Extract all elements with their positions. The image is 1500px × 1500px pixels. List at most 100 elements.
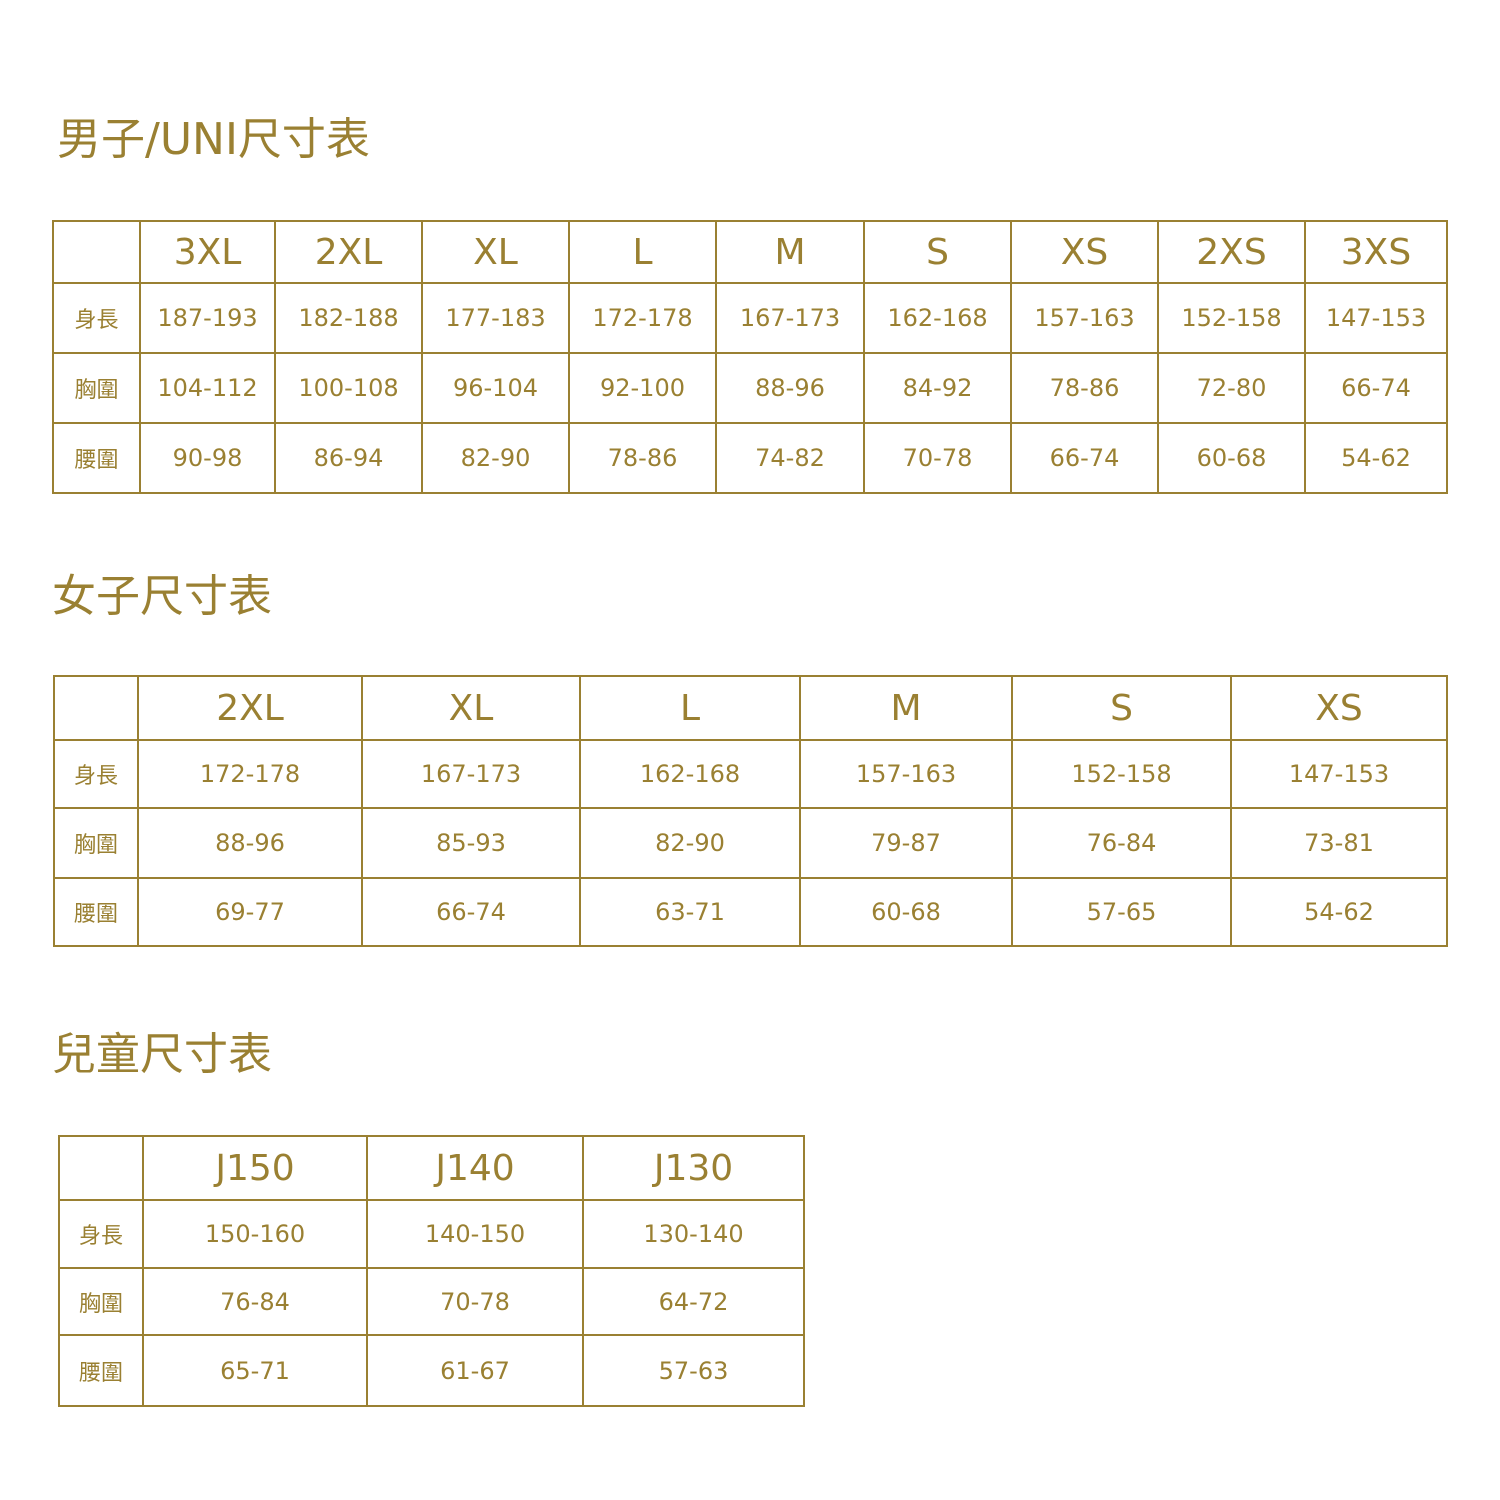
measurement-cell: 60-68 <box>799 877 1013 947</box>
measurement-cell: 70-78 <box>863 422 1012 494</box>
size-header-cell: J140 <box>366 1135 584 1201</box>
row-label-cell: 腰圍 <box>52 422 141 494</box>
women-size-chart-title: 女子尺寸表 <box>52 571 272 622</box>
row-label-cell: 身長 <box>53 739 139 809</box>
measurement-cell: 69-77 <box>137 877 363 947</box>
measurement-cell: 54-62 <box>1230 877 1448 947</box>
kids-size-table: J150 J140 J130 身長 150-160 140-150 130-140 胸圍 76-… <box>58 1135 805 1407</box>
size-header-cell: XL <box>421 220 570 284</box>
corner-cell <box>58 1135 144 1201</box>
measurement-cell: 63-71 <box>579 877 801 947</box>
table-row: 身長 172-178 167-173 162-168 157-163 152-158 147… <box>53 739 1448 809</box>
measurement-cell: 86-94 <box>274 422 423 494</box>
measurement-cell: 88-96 <box>137 807 363 879</box>
measurement-cell: 65-71 <box>142 1334 368 1407</box>
header-row: 3XL 2XL XL L M S XS 2XS 3XS <box>52 220 1448 284</box>
measurement-cell: 88-96 <box>715 352 865 424</box>
corner-cell <box>52 220 141 284</box>
size-header-cell: S <box>1011 675 1232 741</box>
table-row: 腰圍 69-77 66-74 63-71 60-68 57-65 54-62 <box>53 877 1448 947</box>
measurement-cell: 147-153 <box>1230 739 1448 809</box>
measurement-cell: 92-100 <box>568 352 717 424</box>
size-header-cell: XS <box>1010 220 1159 284</box>
measurement-cell: 182-188 <box>274 282 423 354</box>
measurement-cell: 96-104 <box>421 352 570 424</box>
measurement-cell: 130-140 <box>582 1199 805 1269</box>
table-row: 身長 150-160 140-150 130-140 <box>58 1199 805 1269</box>
size-header-cell: J150 <box>142 1135 368 1201</box>
measurement-cell: 70-78 <box>366 1267 584 1336</box>
women-size-table: 2XL XL L M S XS 身長 172-178 167-173 162-168 157-163… <box>53 675 1448 947</box>
men-size-table: 3XL 2XL XL L M S XS 2XS 3XS 身長 187-193 182-188 177-1… <box>52 220 1448 494</box>
measurement-cell: 66-74 <box>1010 422 1159 494</box>
measurement-cell: 85-93 <box>361 807 581 879</box>
size-header-cell: XS <box>1230 675 1448 741</box>
table-row: 腰圍 90-98 86-94 82-90 78-86 74-82 70-78 66-74 60-… <box>52 422 1448 494</box>
measurement-cell: 90-98 <box>139 422 276 494</box>
measurement-cell: 61-67 <box>366 1334 584 1407</box>
measurement-cell: 172-178 <box>568 282 717 354</box>
size-header-cell: 3XS <box>1304 220 1448 284</box>
measurement-cell: 57-63 <box>582 1334 805 1407</box>
table-row: 腰圍 65-71 61-67 57-63 <box>58 1334 805 1407</box>
row-label-cell: 腰圍 <box>53 877 139 947</box>
measurement-cell: 187-193 <box>139 282 276 354</box>
measurement-cell: 167-173 <box>361 739 581 809</box>
measurement-cell: 82-90 <box>579 807 801 879</box>
table-row: 胸圍 104-112 100-108 96-104 92-100 88-96 84-92 78… <box>52 352 1448 424</box>
measurement-cell: 140-150 <box>366 1199 584 1269</box>
measurement-cell: 100-108 <box>274 352 423 424</box>
measurement-cell: 73-81 <box>1230 807 1448 879</box>
size-header-cell: M <box>799 675 1013 741</box>
header-row: 2XL XL L M S XS <box>53 675 1448 741</box>
measurement-cell: 60-68 <box>1157 422 1306 494</box>
measurement-cell: 152-158 <box>1011 739 1232 809</box>
size-header-cell: 2XL <box>137 675 363 741</box>
row-label-cell: 胸圍 <box>53 807 139 879</box>
measurement-cell: 82-90 <box>421 422 570 494</box>
row-label-cell: 腰圍 <box>58 1334 144 1407</box>
size-header-cell: 2XL <box>274 220 423 284</box>
measurement-cell: 72-80 <box>1157 352 1306 424</box>
table-row: 胸圍 76-84 70-78 64-72 <box>58 1267 805 1336</box>
measurement-cell: 64-72 <box>582 1267 805 1336</box>
size-header-cell: L <box>568 220 717 284</box>
table-row: 身長 187-193 182-188 177-183 172-178 167-173 162… <box>52 282 1448 354</box>
corner-cell <box>53 675 139 741</box>
measurement-cell: 162-168 <box>579 739 801 809</box>
table-row: 胸圍 88-96 85-93 82-90 79-87 76-84 73-81 <box>53 807 1448 879</box>
size-header-cell: J130 <box>582 1135 805 1201</box>
measurement-cell: 79-87 <box>799 807 1013 879</box>
row-label-cell: 身長 <box>58 1199 144 1269</box>
size-header-cell: S <box>863 220 1012 284</box>
size-header-cell: M <box>715 220 865 284</box>
measurement-cell: 157-163 <box>799 739 1013 809</box>
measurement-cell: 74-82 <box>715 422 865 494</box>
measurement-cell: 76-84 <box>1011 807 1232 879</box>
measurement-cell: 172-178 <box>137 739 363 809</box>
measurement-cell: 104-112 <box>139 352 276 424</box>
measurement-cell: 78-86 <box>568 422 717 494</box>
header-row: J150 J140 J130 <box>58 1135 805 1201</box>
measurement-cell: 147-153 <box>1304 282 1448 354</box>
measurement-cell: 57-65 <box>1011 877 1232 947</box>
measurement-cell: 150-160 <box>142 1199 368 1269</box>
measurement-cell: 66-74 <box>361 877 581 947</box>
measurement-cell: 84-92 <box>863 352 1012 424</box>
size-header-cell: L <box>579 675 801 741</box>
measurement-cell: 167-173 <box>715 282 865 354</box>
measurement-cell: 78-86 <box>1010 352 1159 424</box>
measurement-cell: 66-74 <box>1304 352 1448 424</box>
measurement-cell: 152-158 <box>1157 282 1306 354</box>
measurement-cell: 162-168 <box>863 282 1012 354</box>
row-label-cell: 胸圍 <box>52 352 141 424</box>
measurement-cell: 157-163 <box>1010 282 1159 354</box>
measurement-cell: 54-62 <box>1304 422 1448 494</box>
row-label-cell: 胸圍 <box>58 1267 144 1336</box>
size-header-cell: 3XL <box>139 220 276 284</box>
men-size-chart-title: 男子/UNI尺寸表 <box>57 114 370 165</box>
size-header-cell: XL <box>361 675 581 741</box>
measurement-cell: 76-84 <box>142 1267 368 1336</box>
kids-size-chart-title: 兒童尺寸表 <box>52 1029 272 1080</box>
size-header-cell: 2XS <box>1157 220 1306 284</box>
